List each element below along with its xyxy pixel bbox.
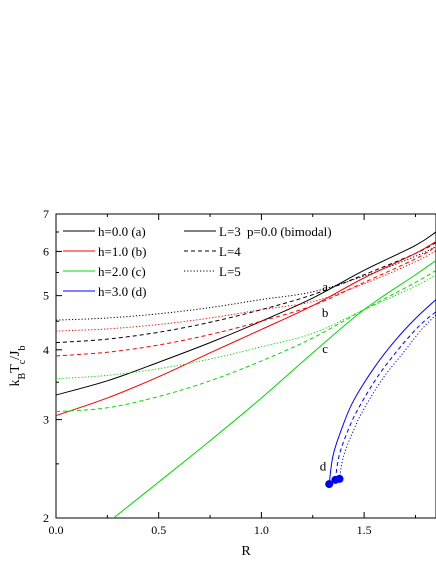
series-line-9 [328, 299, 436, 485]
axis-ticks: 0.0 0.5 1.0 1.5 2 3 4 5 6 7 [43, 207, 416, 537]
point-label-c: c [322, 341, 328, 356]
series-layer [56, 231, 436, 518]
y-tick-label: 7 [43, 207, 49, 221]
y-title-j-sub: b [17, 345, 28, 350]
annotation-text: p=0.0 (bimodal) [247, 224, 332, 239]
legend-label-field-2: h=2.0 (c) [98, 264, 146, 279]
x-tick-label: 0.0 [49, 523, 64, 537]
endpoint-markers [325, 474, 344, 489]
y-title-k-sub: B [17, 373, 28, 380]
y-tick-label: 6 [43, 244, 49, 258]
y-title-t: T [8, 364, 23, 373]
point-label-a: a [322, 279, 328, 294]
x-tick-label: 0.5 [151, 523, 166, 537]
series-line-8 [56, 274, 436, 380]
y-title-t-sub: c [17, 359, 28, 364]
point-labels: ab c d [320, 279, 329, 474]
legend-label-style-2: L=5 [219, 264, 241, 279]
series-line-1 [56, 242, 436, 344]
legend: h=0.0 (a) h=1.0 (b) h=2.0 (c) h=3.0 (d) L=3 L… [63, 224, 332, 299]
point-label-b: b [322, 305, 329, 320]
y-tick-label: 2 [43, 511, 49, 525]
legend-label-style-0: L=3 [219, 224, 241, 239]
series-line-10 [334, 311, 436, 480]
plot-frame [55, 213, 436, 519]
legend-label-field-0: h=0.0 (a) [98, 224, 146, 239]
legend-label-field-3: h=3.0 (d) [98, 284, 147, 299]
series-line-4 [56, 246, 436, 357]
y-tick-label: 4 [43, 343, 49, 357]
endpoint-marker-2 [335, 474, 344, 483]
x-tick-label: 1.0 [254, 523, 269, 537]
series-line-6 [113, 260, 436, 518]
y-title-k: k [8, 380, 23, 387]
series-line-3 [56, 241, 436, 417]
y-tick-label: 5 [43, 289, 49, 303]
plot-area [55, 213, 436, 519]
point-label-d: d [320, 459, 327, 474]
endpoint-marker-0 [325, 480, 334, 489]
y-tick-label: 3 [43, 413, 49, 427]
x-tick-label: 1.5 [357, 523, 372, 537]
series-line-7 [56, 269, 436, 413]
series-line-11 [338, 314, 436, 479]
y-axis-title: kBTc/Jb [8, 345, 28, 386]
legend-label-field-1: h=1.0 (b) [98, 244, 147, 259]
x-axis-title: R [241, 544, 251, 559]
y-title-slash-j: /J [8, 350, 23, 360]
series-line-0 [56, 231, 436, 396]
legend-label-style-1: L=4 [219, 244, 241, 259]
